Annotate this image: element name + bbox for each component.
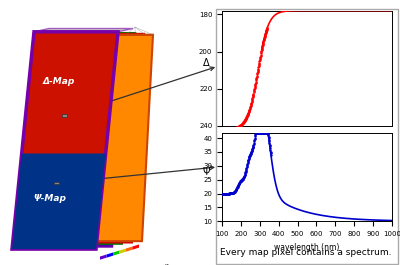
- Text: Δ-Map: Δ-Map: [42, 77, 75, 86]
- Text: Ψ-Map: Ψ-Map: [34, 194, 67, 203]
- Polygon shape: [12, 153, 106, 249]
- Bar: [62, 114, 67, 117]
- Polygon shape: [34, 29, 133, 32]
- Text: Every map pixel contains a spectrum.: Every map pixel contains a spectrum.: [220, 248, 392, 257]
- Polygon shape: [132, 244, 139, 250]
- Y-axis label: Ψ: Ψ: [203, 167, 210, 177]
- Polygon shape: [38, 33, 135, 244]
- X-axis label: wavelength (nm): wavelength (nm): [274, 242, 340, 251]
- Bar: [54, 182, 59, 184]
- Polygon shape: [48, 34, 144, 242]
- Polygon shape: [58, 35, 153, 241]
- Polygon shape: [28, 33, 127, 246]
- Text: wavelength: wavelength: [132, 262, 172, 265]
- Polygon shape: [100, 254, 106, 260]
- Polygon shape: [106, 253, 113, 258]
- Y-axis label: Δ: Δ: [203, 58, 210, 68]
- Polygon shape: [120, 249, 126, 254]
- Polygon shape: [126, 246, 132, 252]
- Polygon shape: [12, 32, 118, 249]
- Polygon shape: [113, 250, 120, 256]
